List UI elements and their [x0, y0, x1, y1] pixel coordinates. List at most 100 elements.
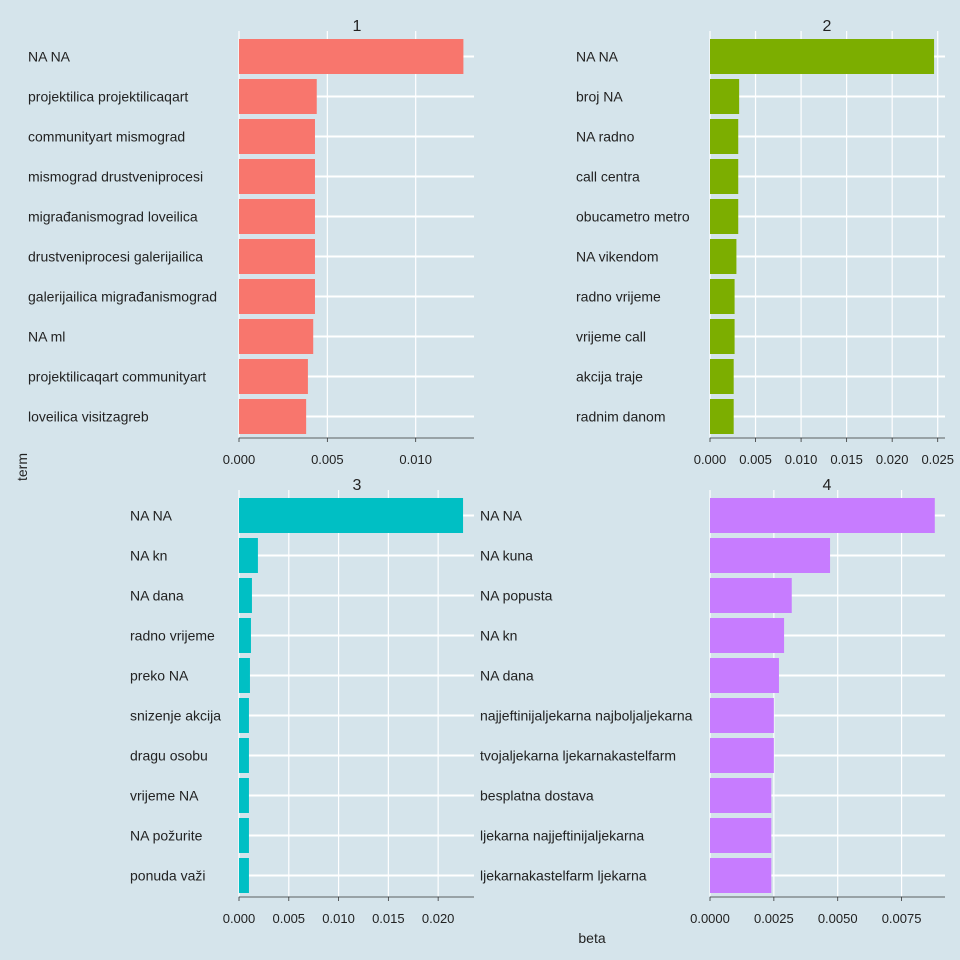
bar [239, 159, 315, 194]
category-label: vrijeme NA [130, 788, 199, 804]
x-tick-label: 0.010 [399, 452, 432, 467]
bar [710, 578, 792, 613]
panel-title: 4 [823, 477, 832, 494]
bar [239, 399, 307, 434]
category-label: mismograd drustveniprocesi [28, 169, 203, 185]
category-label: NA NA [576, 49, 619, 65]
bar [239, 578, 252, 613]
category-label: projektilica projektilicaqart [28, 89, 188, 105]
category-label: NA kn [480, 628, 517, 644]
panel-2: NA NA broj NA NA radno call centra obucametr… [576, 18, 954, 467]
panel-title: 3 [353, 477, 362, 494]
bar [239, 239, 315, 274]
bar [239, 279, 315, 314]
category-label: NA kuna [480, 548, 533, 564]
bar [710, 79, 740, 114]
category-label: call centra [576, 169, 640, 185]
x-tick-label: 0.005 [739, 452, 772, 467]
category-label: NA dana [480, 668, 534, 684]
bar [710, 239, 737, 274]
bar [710, 119, 739, 154]
category-label: snizenje akcija [130, 708, 221, 724]
category-label: NA NA [130, 508, 173, 524]
category-label: communityart mismograd [28, 129, 185, 145]
category-label: preko NA [130, 668, 189, 684]
category-label: NA kn [130, 548, 167, 564]
bar [710, 279, 735, 314]
bar [239, 538, 258, 573]
bar [710, 359, 734, 394]
category-label: obucametro metro [576, 209, 690, 225]
x-tick-label: 0.020 [876, 452, 909, 467]
x-tick-label: 0.005 [311, 452, 344, 467]
x-tick-label: 0.000 [694, 452, 727, 467]
bar [710, 658, 779, 693]
category-label: najjeftinijaljekarna najboljaljekarna [480, 708, 693, 724]
category-label: NA ml [28, 329, 65, 345]
category-label: akcija traje [576, 369, 643, 385]
bar [710, 199, 739, 234]
category-label: NA NA [28, 49, 71, 65]
panel-3: NA NA NA kn NA dana radno vrijeme preko NA sn… [130, 477, 474, 926]
bar [239, 39, 464, 74]
x-tick-label: 0.005 [273, 911, 306, 926]
bar [710, 39, 935, 74]
bar [710, 498, 935, 533]
bar [710, 818, 772, 853]
x-tick-label: 0.015 [372, 911, 405, 926]
bar [239, 498, 464, 533]
x-tick-label: 0.010 [785, 452, 818, 467]
x-tick-label: 0.0000 [690, 911, 730, 926]
bar [710, 319, 735, 354]
bar [239, 818, 249, 853]
bar [710, 858, 772, 893]
category-label: migrađanismograd loveilica [28, 209, 198, 225]
category-label: besplatna dostava [480, 788, 594, 804]
bar [239, 778, 249, 813]
category-label: NA dana [130, 588, 184, 604]
category-label: NA radno [576, 129, 635, 145]
category-label: NA popusta [480, 588, 553, 604]
x-tick-label: 0.015 [830, 452, 863, 467]
x-tick-label: 0.000 [223, 911, 256, 926]
bar [710, 738, 774, 773]
x-tick-label: 0.000 [223, 452, 256, 467]
category-label: broj NA [576, 89, 623, 105]
category-label: ponuda važi [130, 868, 206, 884]
panel-4: NA NA NA kuna NA popusta NA kn NA dana najjef… [480, 477, 945, 926]
bar [239, 199, 315, 234]
category-label: tvojaljekarna ljekarnakastelfarm [480, 748, 676, 764]
bar [239, 858, 249, 893]
bar [239, 658, 250, 693]
panel-title: 1 [353, 18, 362, 35]
panel-title: 2 [823, 18, 832, 35]
bar [710, 618, 785, 653]
x-tick-label: 0.0025 [754, 911, 794, 926]
category-label: projektilicaqart communityart [28, 369, 206, 385]
category-label: NA vikendom [576, 249, 658, 265]
bar [239, 618, 251, 653]
panel-1: NA NA projektilica projektilicaqart commun… [28, 18, 474, 467]
category-label: ljekarna najjeftinijaljekarna [480, 828, 644, 844]
category-label: dragu osobu [130, 748, 208, 764]
category-label: ljekarnakastelfarm ljekarna [480, 868, 647, 884]
x-tick-label: 0.025 [921, 452, 954, 467]
x-tick-label: 0.020 [422, 911, 455, 926]
category-label: drustveniprocesi galerijailica [28, 249, 203, 265]
bar [710, 778, 772, 813]
y-axis-label: term [14, 453, 30, 481]
bar [239, 738, 249, 773]
x-axis-label: beta [578, 930, 605, 946]
x-tick-label: 0.0075 [882, 911, 922, 926]
x-tick-label: 0.010 [322, 911, 355, 926]
category-label: radno vrijeme [576, 289, 661, 305]
category-label: vrijeme call [576, 329, 646, 345]
category-label: galerijailica migrađanismograd [28, 289, 217, 305]
bar [710, 159, 739, 194]
category-label: radno vrijeme [130, 628, 215, 644]
bar [710, 698, 774, 733]
x-tick-label: 0.0050 [818, 911, 858, 926]
bar [239, 319, 314, 354]
category-label: NA požurite [130, 828, 203, 844]
